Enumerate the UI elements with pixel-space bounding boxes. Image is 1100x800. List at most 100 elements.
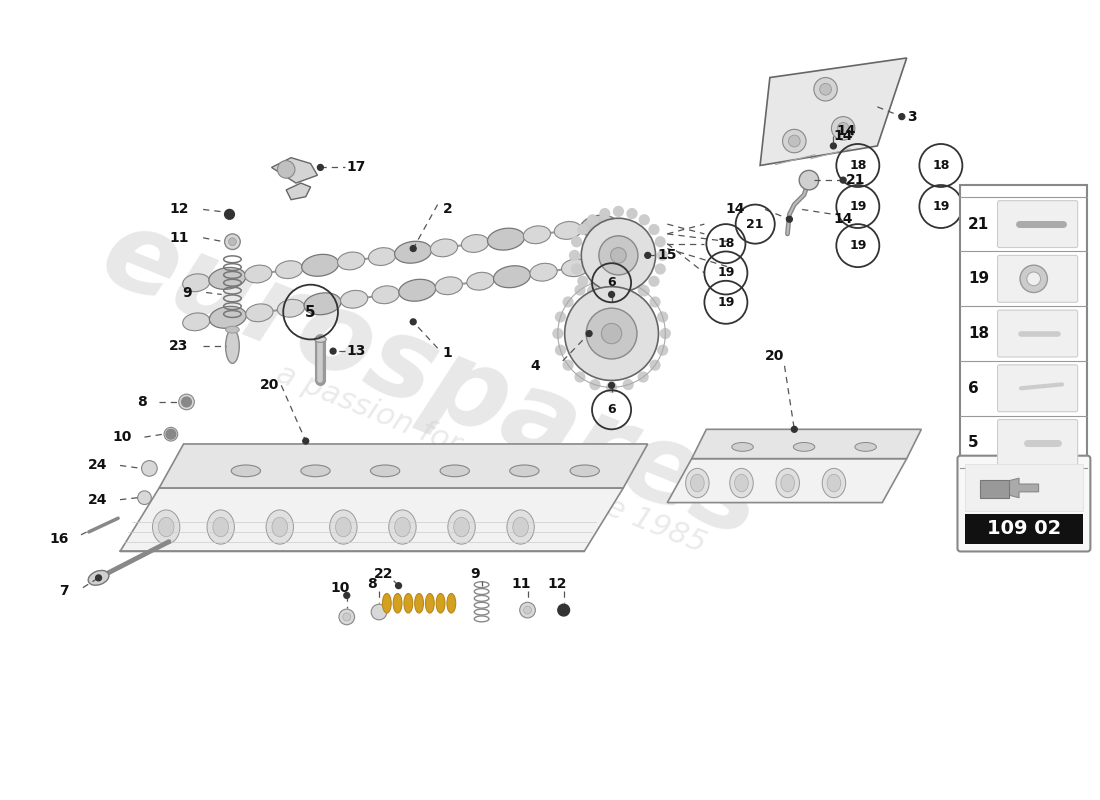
Ellipse shape [507,510,535,544]
Text: 14: 14 [726,202,746,217]
Text: 20: 20 [260,378,279,392]
Text: 19: 19 [849,239,867,252]
Circle shape [343,613,351,621]
FancyBboxPatch shape [966,514,1082,544]
Circle shape [556,312,565,322]
Text: 3: 3 [906,110,916,124]
Ellipse shape [729,469,754,498]
Text: 13: 13 [346,344,366,358]
Text: a passion for parts since 1985: a passion for parts since 1985 [272,359,711,558]
Text: 21: 21 [747,218,764,230]
Circle shape [650,360,660,370]
Circle shape [608,382,615,388]
Ellipse shape [213,518,229,537]
Ellipse shape [793,442,815,451]
Circle shape [1027,272,1041,286]
Circle shape [330,348,336,354]
Ellipse shape [570,465,600,477]
Ellipse shape [388,510,416,544]
Circle shape [608,291,615,298]
Circle shape [786,216,792,222]
Circle shape [553,329,563,338]
Circle shape [814,78,837,101]
Text: 109 02: 109 02 [987,519,1062,538]
Ellipse shape [466,272,494,290]
Text: 14: 14 [834,129,852,143]
Circle shape [649,225,659,234]
Circle shape [649,276,659,286]
Circle shape [650,297,660,307]
Circle shape [638,285,648,295]
Circle shape [575,372,585,382]
Circle shape [800,170,818,190]
Circle shape [624,278,634,287]
Ellipse shape [372,286,399,304]
Ellipse shape [153,510,180,544]
Text: 8: 8 [136,395,146,409]
Ellipse shape [822,469,846,498]
Text: 12: 12 [169,202,188,217]
Ellipse shape [383,594,392,613]
Ellipse shape [226,326,240,333]
Circle shape [575,285,585,295]
Circle shape [586,308,637,359]
Ellipse shape [691,474,704,492]
FancyBboxPatch shape [966,465,1082,511]
Circle shape [524,606,531,614]
Circle shape [782,130,806,153]
Polygon shape [980,478,1038,498]
Text: 17: 17 [346,161,366,174]
Circle shape [164,427,178,441]
Ellipse shape [209,306,246,328]
Text: 18: 18 [932,159,949,172]
Ellipse shape [453,518,470,537]
Circle shape [590,380,600,390]
Ellipse shape [513,518,528,537]
Circle shape [791,426,798,432]
FancyBboxPatch shape [998,365,1078,412]
Circle shape [572,264,582,274]
Circle shape [624,380,634,390]
Ellipse shape [338,252,365,270]
Text: 2: 2 [442,202,452,217]
Circle shape [656,237,666,246]
Polygon shape [286,183,310,200]
Circle shape [638,372,648,382]
Text: 11: 11 [510,577,530,590]
Polygon shape [668,458,906,502]
Ellipse shape [781,474,794,492]
Text: 10: 10 [112,430,132,444]
Ellipse shape [207,510,234,544]
Ellipse shape [855,442,877,451]
Text: 6: 6 [607,403,616,416]
Circle shape [586,330,592,337]
Circle shape [660,329,670,338]
Ellipse shape [315,337,327,342]
Circle shape [572,237,582,246]
Circle shape [587,215,597,225]
Ellipse shape [395,518,410,537]
Ellipse shape [330,510,358,544]
FancyBboxPatch shape [957,456,1090,551]
Circle shape [277,161,295,178]
Text: 14: 14 [836,124,856,138]
Ellipse shape [88,570,109,586]
Text: 15: 15 [658,248,676,262]
Circle shape [182,397,191,407]
Text: 5: 5 [306,305,316,319]
Circle shape [570,250,580,260]
Ellipse shape [266,510,294,544]
Circle shape [344,593,350,598]
Text: 23: 23 [169,339,188,354]
Ellipse shape [183,313,210,330]
Text: 5: 5 [968,435,979,450]
Text: 16: 16 [50,532,69,546]
Ellipse shape [448,510,475,544]
FancyBboxPatch shape [998,310,1078,357]
Circle shape [302,438,309,444]
Ellipse shape [300,465,330,477]
Circle shape [656,264,666,274]
Ellipse shape [430,239,458,257]
Circle shape [645,253,651,258]
Circle shape [96,575,101,581]
